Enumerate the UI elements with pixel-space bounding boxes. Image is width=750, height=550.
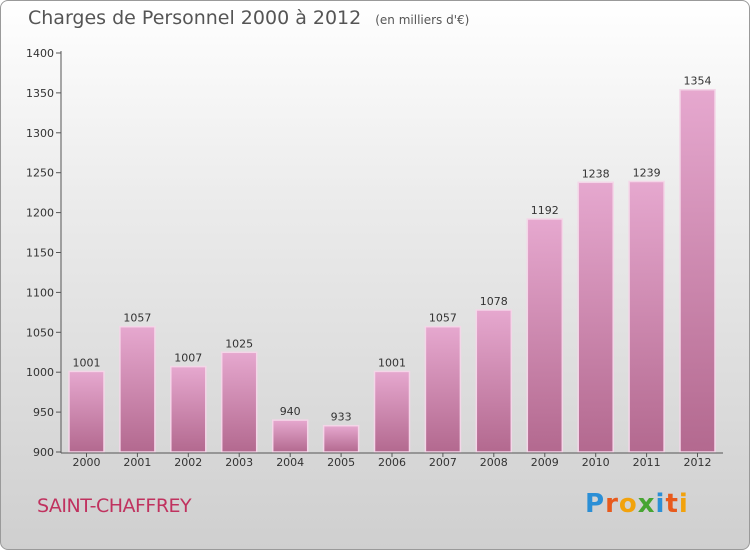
- bar-2008: [475, 309, 513, 453]
- place-name: SAINT-CHAFFREY: [37, 495, 192, 517]
- x-tick-label-2006: 2006: [378, 456, 406, 469]
- data-label-2005: 933: [331, 411, 352, 424]
- data-label-2002: 1007: [174, 352, 202, 365]
- bar-2006: [373, 370, 411, 453]
- data-label-2007: 1057: [429, 312, 457, 325]
- y-tick-label-1050: 1050: [26, 326, 54, 339]
- y-tick-label-1150: 1150: [26, 247, 54, 260]
- x-tick-label-2004: 2004: [276, 456, 304, 469]
- y-tick-label-1300: 1300: [26, 127, 54, 140]
- y-tick-label-1100: 1100: [26, 286, 54, 299]
- logo-letter: r: [605, 489, 619, 519]
- bar-2001: [119, 325, 156, 453]
- x-tick-label-2008: 2008: [480, 456, 508, 469]
- y-tick-label-900: 900: [33, 446, 54, 459]
- bar-2002: [170, 365, 207, 453]
- x-tick-label-2001: 2001: [123, 456, 151, 469]
- logo-letter: i: [655, 489, 666, 519]
- y-tick-label-1200: 1200: [26, 207, 54, 220]
- x-tick-label-2010: 2010: [582, 456, 610, 469]
- x-tick-label-2000: 2000: [73, 456, 101, 469]
- data-label-2001: 1057: [123, 312, 151, 325]
- logo-letter: o: [618, 489, 638, 519]
- data-label-2006: 1001: [378, 356, 406, 369]
- data-label-2010: 1238: [582, 167, 610, 180]
- logo-letter: x: [637, 489, 656, 519]
- data-label-2012: 1354: [684, 75, 712, 88]
- y-axis-ticks: 900 950 1000 1050 1100 1150 1200 1250 1300 1350 14…: [26, 47, 61, 459]
- y-tick-label-1350: 1350: [26, 87, 54, 100]
- bar-2010: [577, 181, 614, 453]
- proxiti-logo: Proxiti: [585, 489, 689, 519]
- bar-2000: [68, 370, 105, 453]
- x-tick-label-2011: 2011: [633, 456, 661, 469]
- bar-2004: [271, 419, 309, 453]
- chart-title-text: Charges de Personnel 2000 à 2012: [28, 7, 362, 29]
- x-tick-label-2002: 2002: [174, 456, 202, 469]
- data-label-2004: 940: [280, 405, 301, 418]
- bar-2011: [628, 180, 665, 453]
- x-tick-label-2003: 2003: [225, 456, 253, 469]
- logo-letter: t: [665, 489, 679, 519]
- x-tick-label-2012: 2012: [684, 456, 712, 469]
- data-label-2003: 1025: [225, 337, 253, 350]
- bar-2005: [322, 424, 360, 453]
- x-tick-label-2009: 2009: [531, 456, 559, 469]
- logo-letter: i: [678, 489, 689, 519]
- chart-title: Charges de Personnel 2000 à 2012 (en mill…: [28, 7, 469, 29]
- chart-subtitle: (en milliers d'€): [375, 13, 470, 27]
- data-label-2008: 1078: [480, 295, 508, 308]
- x-tick-label-2007: 2007: [429, 456, 457, 469]
- bar-2007: [424, 325, 462, 453]
- data-labels: 1001 1057 1007 1025 940 933 1001 1057 1078 1192 12…: [73, 75, 712, 424]
- data-label-2011: 1239: [633, 167, 661, 180]
- data-label-2000: 1001: [73, 356, 101, 369]
- y-tick-label-1000: 1000: [26, 366, 54, 379]
- y-tick-label-1250: 1250: [26, 167, 54, 180]
- bar-series: [68, 88, 716, 453]
- bar-2009: [526, 218, 564, 453]
- y-tick-label-1400: 1400: [26, 47, 54, 60]
- bar-2012: [679, 88, 716, 453]
- x-tick-label-2005: 2005: [327, 456, 355, 469]
- logo-letter: P: [585, 489, 606, 519]
- data-label-2009: 1192: [531, 204, 559, 217]
- x-axis-ticks: 2000 2001 2002 2003 2004 2005 2006 2007 2008 2009…: [73, 453, 712, 469]
- bar-2003: [220, 351, 258, 453]
- y-tick-label-950: 950: [33, 406, 54, 419]
